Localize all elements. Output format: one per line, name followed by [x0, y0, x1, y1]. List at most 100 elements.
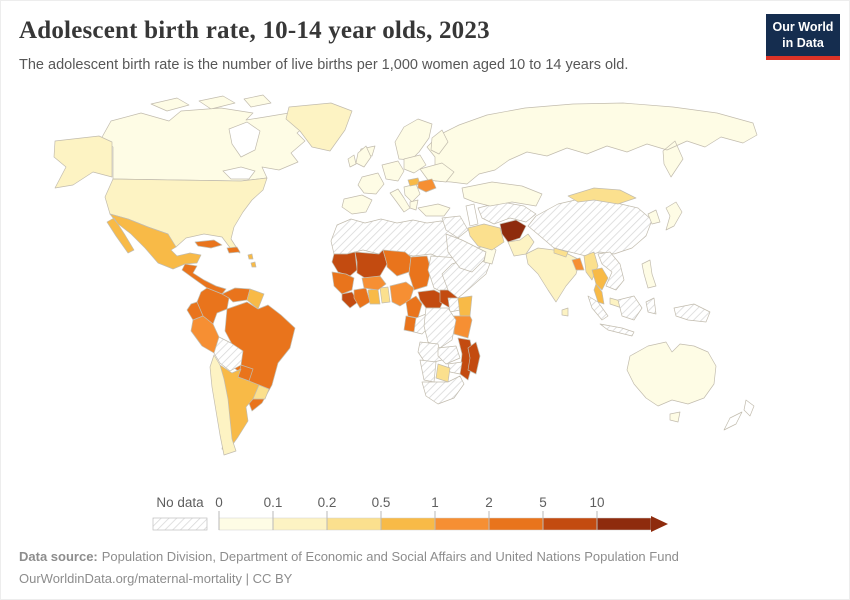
region-russia[interactable]: [426, 102, 758, 185]
caspian-sea: [465, 203, 479, 227]
region-hispaniola[interactable]: [226, 246, 241, 254]
region-sri-lanka[interactable]: [561, 307, 569, 317]
legend-bin-swatch[interactable]: [218, 517, 274, 531]
region-ghana[interactable]: [367, 288, 381, 305]
region-niger[interactable]: [382, 249, 412, 277]
region-mongolia[interactable]: [567, 187, 637, 205]
region-greenland[interactable]: [285, 102, 353, 152]
region-new-zealand[interactable]: [723, 399, 755, 431]
footer-source-label: Data source:: [19, 549, 98, 564]
region-chile[interactable]: [209, 354, 237, 456]
legend-tick-label: 1: [431, 495, 439, 510]
region-afghanistan[interactable]: [499, 219, 527, 243]
legend-no-data-label: No data: [156, 495, 204, 510]
region-thailand[interactable]: [591, 267, 609, 305]
region-ivory-coast[interactable]: [353, 287, 371, 309]
region-australia[interactable]: [626, 341, 717, 407]
legend-no-data-swatch[interactable]: [152, 517, 208, 531]
footer-source-line: Data source: Population Division, Departm…: [19, 546, 679, 568]
region-iran[interactable]: [467, 223, 505, 251]
legend-tick-label: 5: [539, 495, 547, 510]
region-namibia[interactable]: [419, 359, 437, 383]
legend-tick-label: 0: [215, 495, 223, 510]
region-togo-benin[interactable]: [379, 286, 391, 304]
legend-tick-label: 10: [589, 495, 604, 510]
region-alaska[interactable]: [53, 135, 113, 189]
region-madagascar[interactable]: [467, 341, 481, 375]
region-zambia[interactable]: [437, 345, 461, 365]
owid-logo-line2: in Data: [782, 36, 824, 51]
page-subtitle: The adolescent birth rate is the number …: [19, 57, 629, 73]
region-central-america[interactable]: [181, 263, 227, 295]
legend-bin-swatch[interactable]: [542, 517, 598, 531]
region-central-europe[interactable]: [381, 160, 405, 182]
region-nepal[interactable]: [553, 247, 569, 258]
region-south-africa[interactable]: [421, 375, 465, 405]
region-tanzania[interactable]: [453, 315, 473, 339]
owid-logo-box: Our World in Data: [766, 14, 840, 56]
region-france[interactable]: [357, 172, 385, 195]
legend-bin-swatch[interactable]: [272, 517, 328, 531]
region-burkina-faso[interactable]: [361, 275, 387, 291]
map-legend: No data 0 0.1 0.2 0.5 1 2 5 10: [152, 495, 668, 532]
legend-tick-label: 0.2: [318, 495, 337, 510]
region-cameroon[interactable]: [405, 295, 423, 319]
region-china[interactable]: [527, 197, 653, 257]
hudson-bay: [228, 121, 261, 158]
region-balkans[interactable]: [403, 183, 421, 203]
region-iberia[interactable]: [341, 194, 373, 215]
region-uk-ireland[interactable]: [347, 145, 372, 168]
region-drc[interactable]: [423, 307, 457, 349]
region-kazakhstan[interactable]: [461, 181, 543, 207]
owid-logo-red-bar: [766, 55, 840, 60]
region-pakistan[interactable]: [507, 233, 535, 257]
region-arabian-peninsula[interactable]: [445, 233, 487, 273]
footer: Data source: Population Division, Departm…: [19, 546, 679, 590]
legend-bin-swatch[interactable]: [380, 517, 436, 531]
legend-bin-swatch[interactable]: [596, 517, 652, 531]
great-lakes: [222, 166, 256, 180]
legend-tick-label: 0.5: [372, 495, 391, 510]
region-botswana[interactable]: [435, 363, 451, 383]
region-lesser-antilles[interactable]: [247, 253, 257, 268]
region-new-guinea[interactable]: [673, 303, 711, 323]
footer-link-line[interactable]: OurWorldinData.org/maternal-mortality | …: [19, 571, 293, 586]
legend-bin-swatch[interactable]: [434, 517, 490, 531]
region-cuba[interactable]: [194, 239, 223, 249]
legend-tick-label: 2: [485, 495, 493, 510]
region-greece[interactable]: [409, 199, 419, 211]
legend-tick-label: 0.1: [264, 495, 283, 510]
region-turkey[interactable]: [417, 203, 451, 217]
region-korea[interactable]: [647, 209, 661, 225]
map-regions: [53, 94, 758, 456]
legend-bin-swatch[interactable]: [326, 517, 382, 531]
region-mauritania[interactable]: [331, 251, 358, 277]
region-chad[interactable]: [408, 255, 432, 291]
region-mali[interactable]: [354, 249, 388, 281]
legend-bin-swatch[interactable]: [488, 517, 544, 531]
region-canada[interactable]: [100, 94, 311, 182]
region-indochina[interactable]: [597, 251, 625, 291]
region-kenya[interactable]: [457, 295, 473, 317]
region-bolivia[interactable]: [213, 336, 244, 372]
legend-arrow: [651, 516, 668, 532]
region-bangladesh[interactable]: [571, 257, 585, 271]
region-mexico[interactable]: [106, 213, 202, 270]
region-tasmania[interactable]: [669, 411, 681, 423]
region-indonesia[interactable]: [587, 295, 657, 337]
owid-logo[interactable]: Our World in Data: [766, 14, 840, 60]
region-senegal-guinea[interactable]: [331, 271, 355, 295]
page-title: Adolescent birth rate, 10-14 year olds, …: [19, 17, 490, 44]
footer-source-text: Population Division, Department of Econo…: [101, 549, 679, 564]
region-levant-iraq[interactable]: [441, 215, 469, 239]
region-central-asia[interactable]: [477, 201, 537, 225]
region-ukraine[interactable]: [419, 162, 455, 183]
region-uruguay[interactable]: [252, 384, 270, 400]
region-india[interactable]: [525, 247, 581, 303]
region-japan[interactable]: [665, 201, 683, 231]
region-romania[interactable]: [417, 178, 437, 193]
region-philippines[interactable]: [641, 259, 657, 289]
owid-logo-line1: Our World: [772, 20, 834, 34]
